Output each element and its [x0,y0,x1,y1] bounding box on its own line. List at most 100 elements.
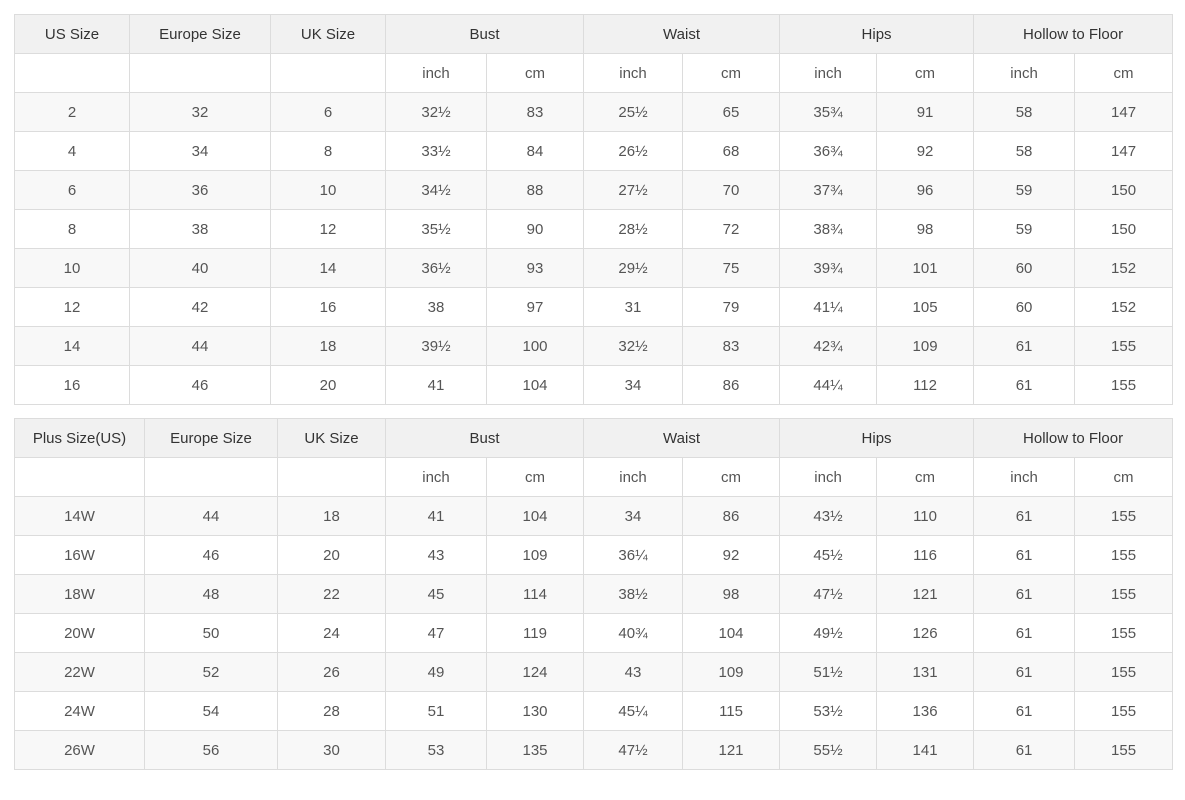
column-header-waist: Waist [583,418,781,458]
size-cell: 20 [270,365,386,405]
size-cell: 147 [1074,131,1174,171]
size-cell: 61 [973,574,1076,614]
size-cell: 155 [1074,652,1174,692]
column-header-plus-size-us: Plus Size(US) [14,418,145,458]
size-cell: 61 [973,326,1076,366]
size-cell: 8 [270,131,386,171]
size-cell: 61 [973,652,1076,692]
size-cell: 124 [485,652,585,692]
size-cell: 98 [876,209,975,249]
size-cell: 97 [485,287,585,327]
unit-header-row: inch cm inch cm inch cm inch cm [14,457,1174,497]
size-cell: 49 [385,652,487,692]
size-cell: 45 [385,574,487,614]
size-cell: 16 [14,365,130,405]
size-cell: 46 [129,365,271,405]
size-cell: 36¾ [779,131,878,171]
size-cell: 43 [583,652,684,692]
size-cell: 8 [14,209,130,249]
size-row-18w: 18W 48 22 45 114 38½ 98 47½ 121 61 155 [14,574,1174,614]
size-cell: 152 [1074,287,1174,327]
size-cell: 18 [277,496,386,536]
unit-label-cm: cm [485,53,585,93]
size-cell: 51½ [779,652,878,692]
unit-label-inch: inch [583,457,684,497]
size-cell: 155 [1074,730,1174,770]
column-header-hollow-to-floor: Hollow to Floor [973,418,1174,458]
size-cell: 70 [682,170,781,210]
size-cell: 53½ [779,691,878,731]
size-cell: 93 [485,248,585,288]
size-cell: 51 [385,691,487,731]
size-cell: 135 [485,730,585,770]
size-cell: 61 [973,730,1076,770]
size-cell: 96 [876,170,975,210]
size-cell: 24W [14,691,145,731]
unit-label-cm: cm [682,457,781,497]
unit-label-inch: inch [583,53,684,93]
size-cell: 39½ [385,326,487,366]
size-cell: 34 [583,365,684,405]
size-cell: 36¼ [583,535,684,575]
size-cell: 6 [270,92,386,132]
unit-label-cm: cm [876,53,975,93]
size-cell: 90 [485,209,585,249]
size-row-16: 16 46 20 41 104 34 86 44¼ 112 61 155 [14,365,1174,405]
size-cell: 119 [485,613,585,653]
column-header-hollow-to-floor: Hollow to Floor [973,14,1174,54]
plus-size-table: Plus Size(US) Europe Size UK Size Bust Waist… [14,418,1174,770]
size-row-8: 8 38 12 35½ 90 28½ 72 38¾ 98 59 150 [14,209,1174,249]
column-header-row: US Size Europe Size UK Size Bust Waist Hips Ho… [14,14,1174,54]
size-cell: 28 [277,691,386,731]
size-cell: 38½ [583,574,684,614]
size-cell: 44 [129,326,271,366]
size-cell: 27½ [583,170,684,210]
empty-cell [129,53,271,93]
size-cell: 44 [144,496,278,536]
size-cell: 131 [876,652,975,692]
size-cell: 152 [1074,248,1174,288]
size-cell: 39¾ [779,248,878,288]
size-row-24w: 24W 54 28 51 130 45¼ 115 53½ 136 61 155 [14,691,1174,731]
size-cell: 18 [270,326,386,366]
size-cell: 155 [1074,326,1174,366]
empty-cell [277,457,386,497]
size-cell: 36½ [385,248,487,288]
size-cell: 35½ [385,209,487,249]
empty-cell [270,53,386,93]
size-cell: 10 [14,248,130,288]
size-cell: 61 [973,691,1076,731]
size-cell: 61 [973,365,1076,405]
size-cell: 41 [385,365,487,405]
size-cell: 83 [485,92,585,132]
size-cell: 53 [385,730,487,770]
column-header-bust: Bust [384,14,585,54]
unit-label-inch: inch [385,457,487,497]
size-cell: 12 [14,287,130,327]
size-cell: 86 [682,496,781,536]
size-cell: 28½ [583,209,684,249]
size-cell: 101 [876,248,975,288]
column-header-row: Plus Size(US) Europe Size UK Size Bust Waist… [14,418,1174,458]
size-row-14w: 14W 44 18 41 104 34 86 43½ 110 61 155 [14,496,1174,536]
size-cell: 54 [144,691,278,731]
size-cell: 92 [682,535,781,575]
size-cell: 47 [385,613,487,653]
size-cell: 16 [270,287,386,327]
size-cell: 155 [1074,535,1174,575]
size-cell: 112 [876,365,975,405]
size-cell: 104 [485,365,585,405]
size-cell: 61 [973,613,1076,653]
unit-label-cm: cm [1074,53,1174,93]
size-cell: 75 [682,248,781,288]
size-cell: 30 [277,730,386,770]
size-cell: 38 [385,287,487,327]
unit-label-inch: inch [973,457,1076,497]
size-cell: 61 [973,496,1076,536]
unit-label-cm: cm [485,457,585,497]
size-cell: 98 [682,574,781,614]
size-cell: 29½ [583,248,684,288]
size-cell: 68 [682,131,781,171]
size-cell: 41 [385,496,487,536]
size-cell: 61 [973,535,1076,575]
